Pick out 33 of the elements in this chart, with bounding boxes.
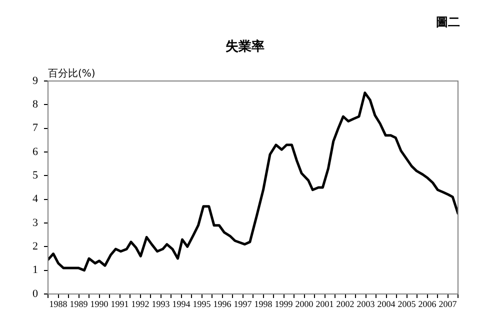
x-tick-label: 1994 bbox=[172, 298, 191, 309]
y-tick-label: 4 bbox=[32, 193, 38, 206]
chart-title: 失業率 bbox=[226, 38, 264, 54]
y-tick-label: 7 bbox=[32, 122, 38, 134]
x-tick-label: 2007 bbox=[438, 298, 458, 309]
x-tick-label: 1990 bbox=[90, 298, 109, 309]
y-tick-label: 6 bbox=[32, 146, 38, 158]
x-tick-label: 2002 bbox=[336, 298, 354, 309]
x-tick-label: 2000 bbox=[295, 298, 314, 309]
y-axis-title: 百分比(%) bbox=[48, 68, 96, 80]
y-tick-label: 0 bbox=[32, 288, 38, 300]
x-tick-label: 1995 bbox=[192, 298, 212, 309]
y-tick-label: 5 bbox=[32, 170, 38, 182]
text: 圖二 bbox=[436, 15, 460, 30]
x-tick-label: 1997 bbox=[234, 298, 252, 309]
x-tick-label: 1998 bbox=[254, 298, 273, 309]
x-tick-label: 2005 bbox=[398, 298, 416, 309]
x-tick-label: 2003 bbox=[356, 298, 376, 309]
y-tick-label: 3 bbox=[32, 216, 38, 229]
x-tick-label: 2001 bbox=[316, 298, 334, 309]
x-tick-label: 1993 bbox=[152, 298, 170, 309]
x-tick-label: 1989 bbox=[70, 298, 88, 309]
y-tick-label: 2 bbox=[32, 240, 38, 253]
x-tick-label: 1988 bbox=[49, 298, 68, 309]
x-tick-label: 2004 bbox=[377, 298, 396, 309]
x-tick-label: 1991 bbox=[110, 298, 129, 309]
y-tick-label: 8 bbox=[32, 98, 38, 111]
y-tick-label: 9 bbox=[32, 74, 38, 87]
x-tick-label: 2006 bbox=[418, 298, 437, 309]
y-tick-label: 1 bbox=[32, 264, 38, 276]
x-tick-label: 1992 bbox=[131, 298, 150, 309]
x-tick-label: 1999 bbox=[274, 298, 294, 309]
x-tick-label: 1996 bbox=[213, 298, 232, 309]
